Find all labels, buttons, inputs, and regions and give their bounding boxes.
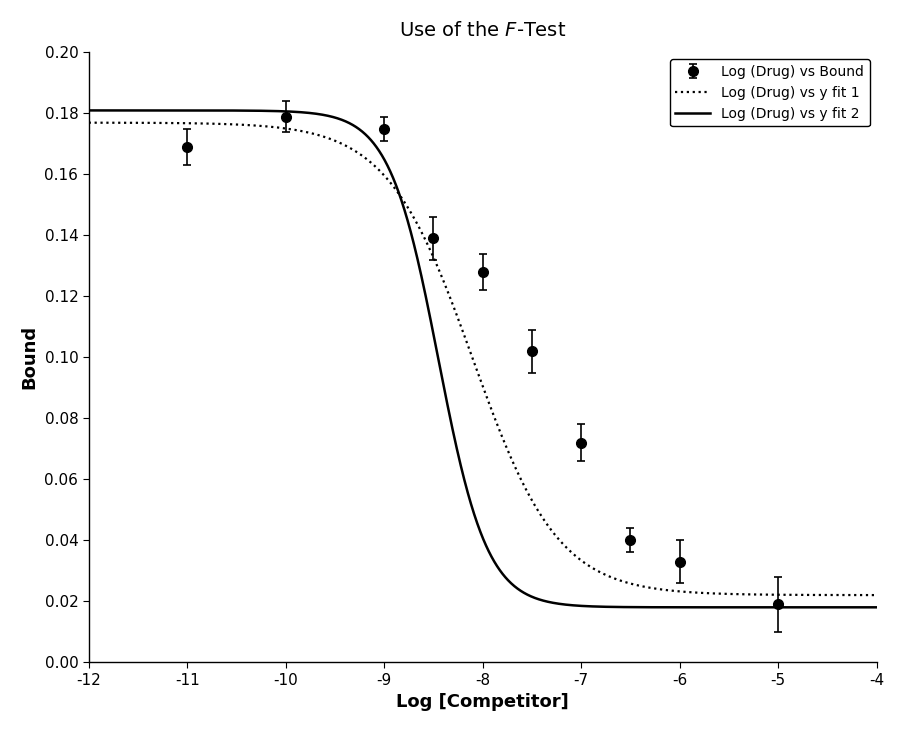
Log (Drug) vs y fit 1 [83, 119, 94, 127]
Log (Drug) vs y fit 2 [872, 603, 882, 612]
Log (Drug) vs y fit 2 [123, 106, 134, 115]
Log (Drug) vs y fit 1 [848, 591, 859, 600]
Log (Drug) vs y fit 2 [466, 502, 477, 511]
Log (Drug) vs y fit 2 [704, 603, 715, 612]
Log (Drug) vs y fit 1 [704, 589, 715, 597]
Log (Drug) vs y fit 1 [123, 119, 134, 127]
Log (Drug) vs y fit 2 [445, 417, 456, 426]
Log (Drug) vs y fit 1 [445, 295, 456, 304]
Log (Drug) vs y fit 2 [83, 106, 94, 115]
Log (Drug) vs y fit 1 [466, 352, 477, 361]
Legend: Log (Drug) vs Bound, Log (Drug) vs y fit 1, Log (Drug) vs y fit 2: Log (Drug) vs Bound, Log (Drug) vs y fit… [670, 59, 870, 127]
X-axis label: Log [Competitor]: Log [Competitor] [396, 693, 569, 712]
Title: Use of the $\it{F}$-Test: Use of the $\it{F}$-Test [399, 20, 567, 40]
Line: Log (Drug) vs y fit 2: Log (Drug) vs y fit 2 [89, 111, 877, 608]
Log (Drug) vs y fit 2 [848, 603, 859, 612]
Log (Drug) vs y fit 1 [848, 591, 859, 600]
Line: Log (Drug) vs y fit 1: Log (Drug) vs y fit 1 [89, 123, 877, 595]
Log (Drug) vs y fit 2 [848, 603, 859, 612]
Log (Drug) vs y fit 1 [872, 591, 882, 600]
Y-axis label: Bound: Bound [21, 325, 39, 389]
